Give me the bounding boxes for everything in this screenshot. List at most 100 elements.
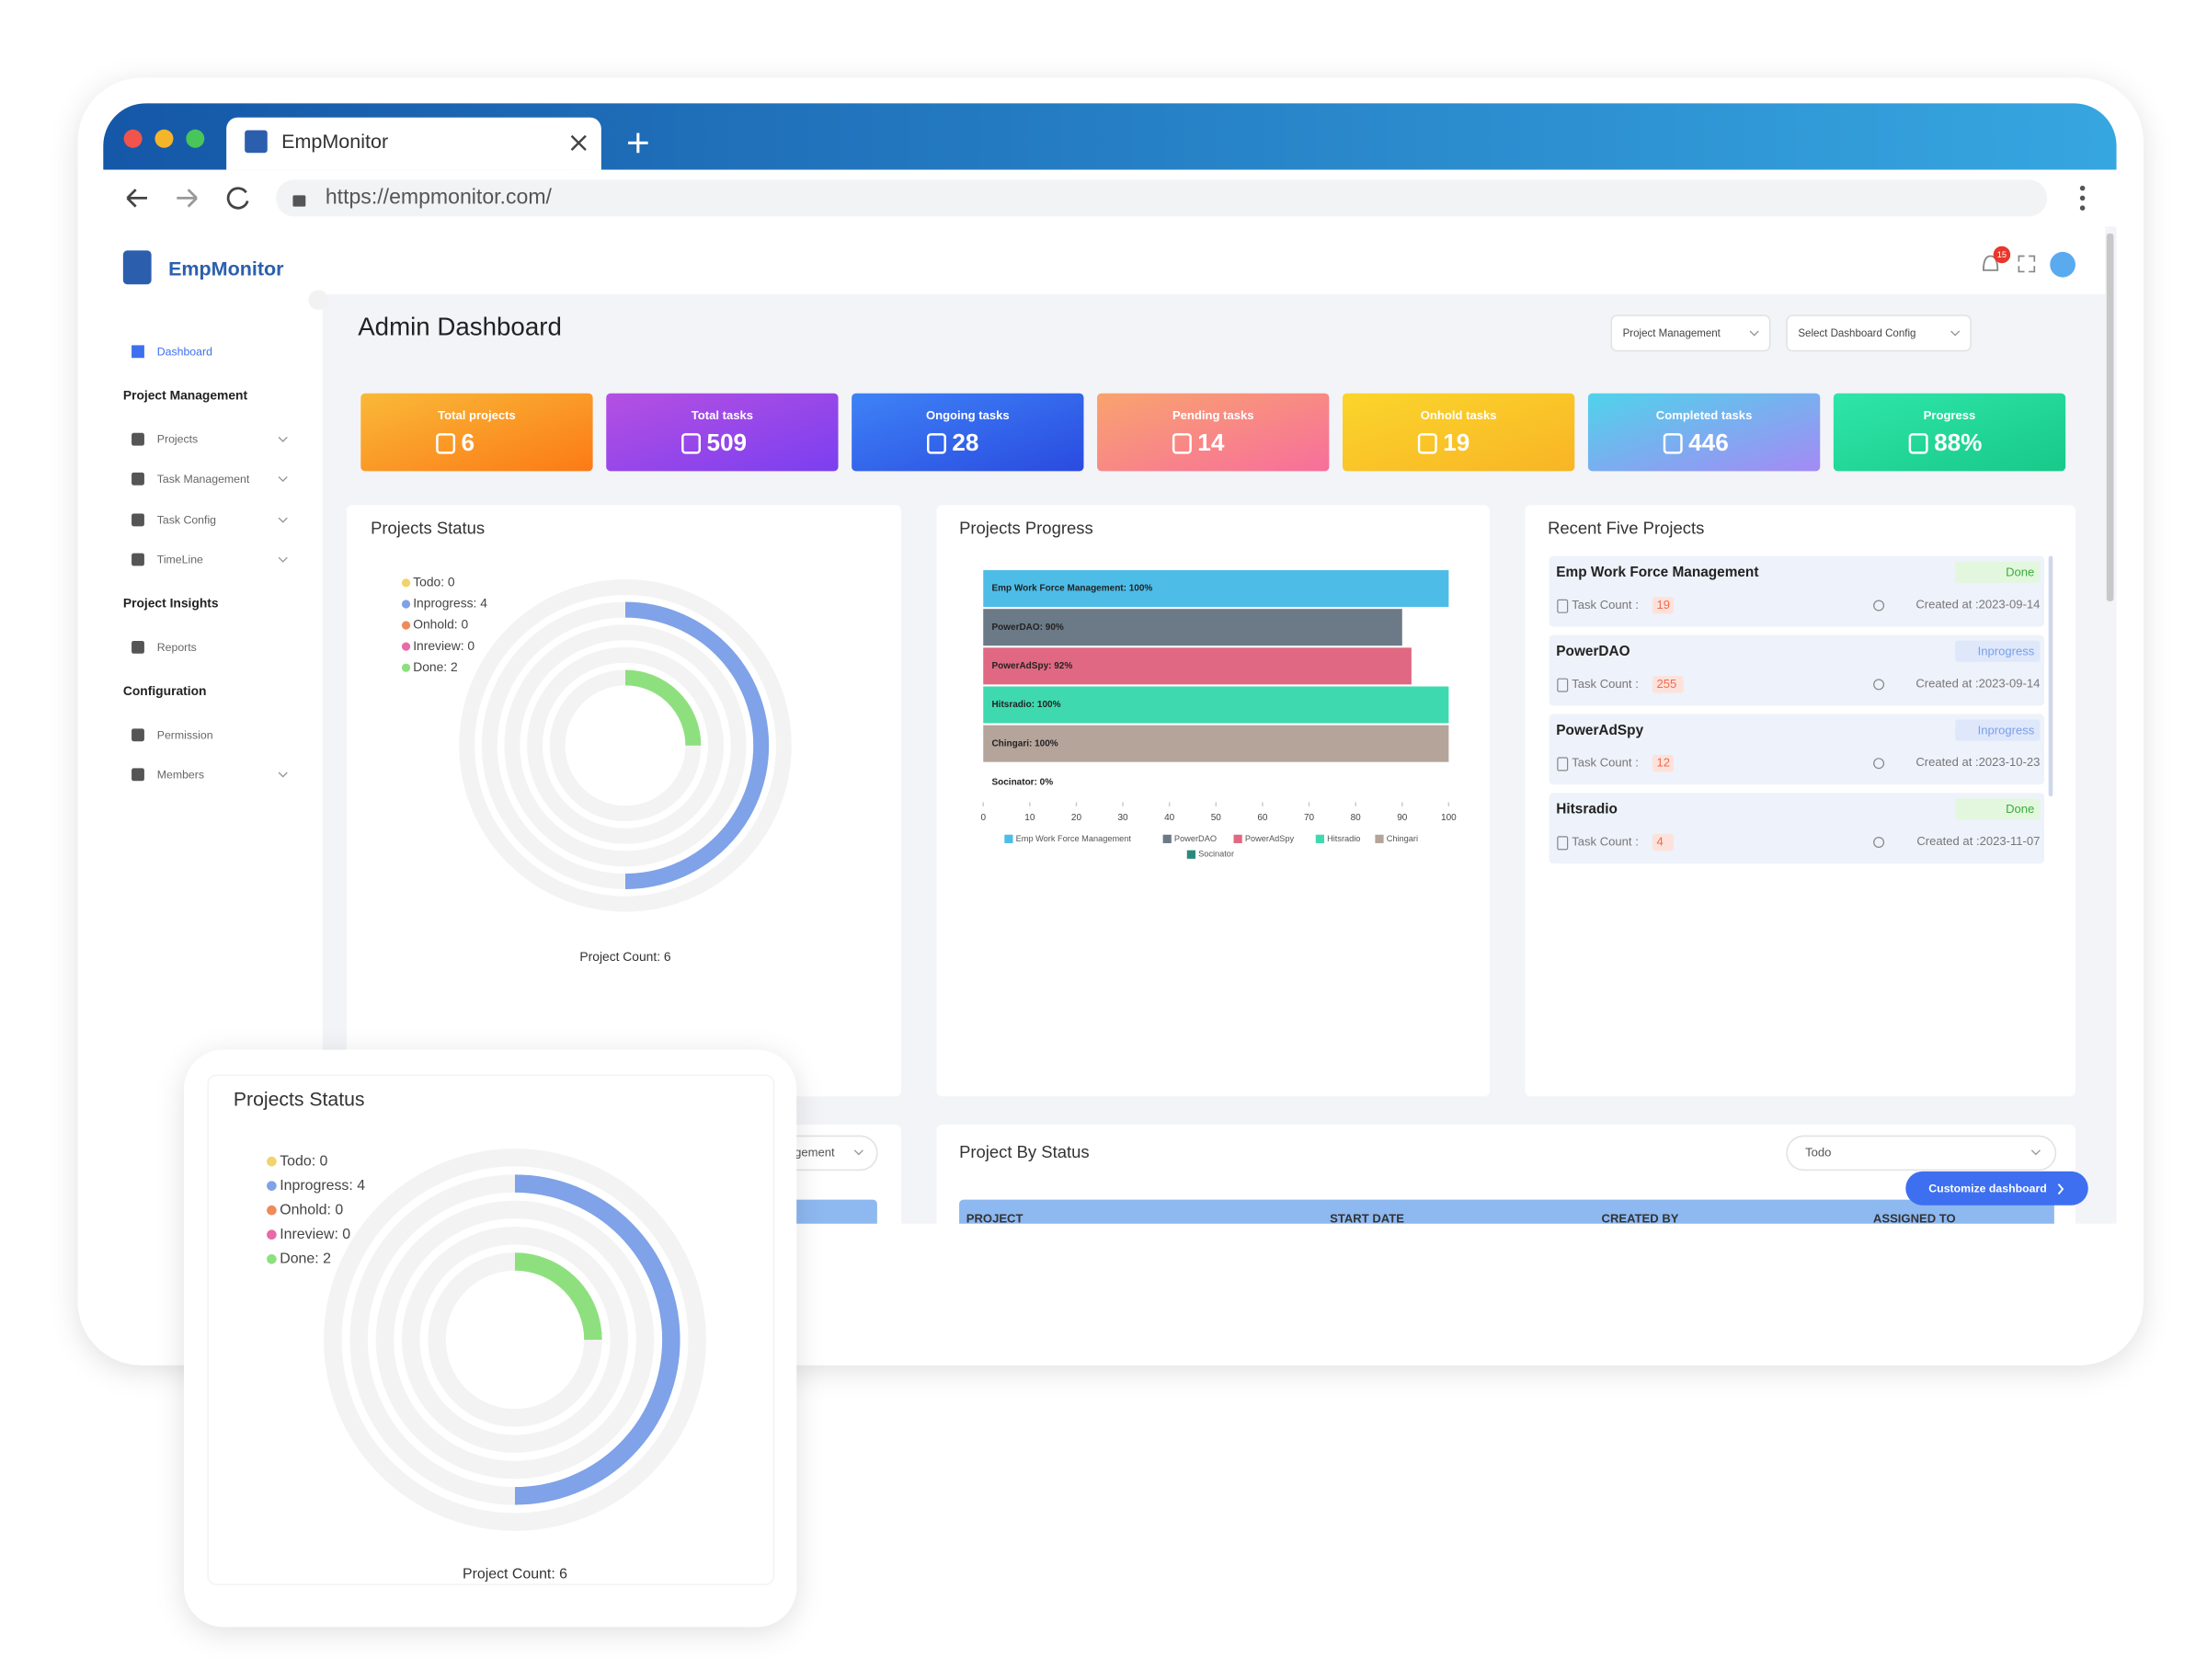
ring-track	[504, 624, 747, 867]
created-label: Created at :	[1915, 677, 1978, 691]
address-bar[interactable]	[276, 179, 2048, 217]
header-dropdown[interactable]	[1786, 314, 1972, 352]
x-tick-label: 20	[1071, 813, 1082, 823]
user-avatar[interactable]	[2050, 251, 2075, 278]
legend-label: Done: 2	[413, 659, 457, 674]
legend-swatch	[1004, 834, 1013, 843]
stat-value: 6	[462, 429, 475, 456]
status-pill	[1955, 561, 2041, 583]
chart-footer: Project Count: 6	[579, 949, 670, 964]
notification-bell[interactable]	[1982, 255, 1999, 271]
browser-top-bar	[103, 103, 2117, 170]
scrollbar[interactable]	[2106, 233, 2114, 601]
x-tick-label: 60	[1257, 813, 1268, 823]
nav-item[interactable]: Projects	[157, 433, 198, 446]
chevron	[278, 476, 288, 483]
window-minimize[interactable]	[154, 129, 174, 148]
legend-label: Socinator	[1198, 850, 1234, 859]
legend-label: Onhold: 0	[413, 617, 468, 632]
legend-label: PowerDAO	[1174, 834, 1217, 843]
status-text: Inprogress	[1978, 723, 2035, 737]
forward-button[interactable]	[177, 189, 198, 208]
nav-icon	[132, 432, 144, 446]
created-label: Created at :	[1916, 834, 1979, 848]
list-scrollbar	[2048, 555, 2053, 797]
nav-section-title: Project Management	[123, 387, 248, 402]
button-arrow	[2057, 1183, 2064, 1195]
created-date: 2023-10-23	[1979, 756, 2041, 770]
panel-title: Recent Five Projects	[1548, 518, 1704, 537]
nav-section-title: Configuration	[123, 683, 207, 698]
browser-menu[interactable]	[2079, 185, 2086, 211]
task-count: 19	[1657, 598, 1671, 611]
window-maximize[interactable]	[186, 129, 205, 148]
nav-dashboard[interactable]: Dashboard	[157, 345, 212, 358]
stat-label: Completed tasks	[1656, 408, 1753, 422]
chevron	[278, 556, 288, 563]
created-at: Created at :2023-09-14	[1915, 598, 2040, 611]
task-count: 4	[1657, 834, 1664, 848]
sidebar-toggle[interactable]	[308, 290, 328, 310]
back-button[interactable]	[126, 189, 147, 208]
legend-label: Hitsradio	[1327, 834, 1360, 843]
ring-track	[527, 646, 724, 844]
reload-button[interactable]	[226, 187, 249, 210]
created-at: Created at :2023-11-07	[1916, 834, 2040, 848]
panel-title: Projects Progress	[959, 518, 1093, 537]
nav-item[interactable]: Task Management	[157, 473, 250, 486]
task-icon	[1557, 678, 1569, 692]
created-at: Created at :2023-09-14	[1915, 677, 2040, 691]
legend-dot	[401, 642, 411, 651]
chevron	[278, 771, 288, 778]
panel-title: Projects Status	[371, 518, 485, 537]
status-text: Inprogress	[1978, 644, 2035, 657]
task-count: 12	[1657, 756, 1671, 770]
stat-card	[1587, 393, 1821, 472]
created-label: Created at :	[1915, 598, 1978, 611]
stat-label: Pending tasks	[1172, 408, 1254, 422]
x-tick-label: 10	[1024, 813, 1035, 823]
chevron	[278, 517, 288, 523]
nav-item[interactable]: TimeLine	[157, 554, 203, 566]
stat-card	[606, 393, 839, 472]
filter-dropdown[interactable]	[1786, 1135, 2057, 1171]
stat-icon	[1172, 433, 1192, 454]
dropdown-label: Select Dashboard Config	[1798, 328, 1915, 339]
nav-item[interactable]: Permission	[157, 728, 213, 741]
legend-label: Todo: 0	[413, 575, 455, 589]
stat-card	[1833, 393, 2066, 472]
legend-swatch	[1375, 834, 1384, 843]
project-name: Emp Work Force Management	[1556, 565, 1758, 580]
dashboard-icon	[132, 345, 144, 359]
tab-title: EmpMonitor	[281, 131, 388, 153]
ring-track	[402, 1227, 628, 1453]
nav-item[interactable]: Task Config	[157, 513, 216, 526]
legend-dot	[267, 1253, 277, 1264]
legend-dot	[267, 1205, 277, 1216]
new-tab[interactable]	[628, 132, 648, 154]
nav-item[interactable]: Reports	[157, 641, 197, 654]
stat-value: 88%	[1934, 429, 1982, 456]
nav-item[interactable]: Members	[157, 768, 204, 781]
panel-title: Project By Status	[959, 1142, 1090, 1161]
header-dropdown[interactable]	[1610, 314, 1771, 352]
x-tick-label: 40	[1164, 813, 1175, 823]
chevron	[853, 1149, 863, 1156]
column-header: CREATED BY	[1602, 1212, 1679, 1226]
browser-tab[interactable]	[226, 117, 601, 170]
customize-button[interactable]	[1905, 1171, 2088, 1206]
legend-label: Done: 2	[280, 1251, 331, 1266]
stat-card	[852, 393, 1084, 472]
legend-dot	[401, 663, 411, 672]
tab-close[interactable]	[570, 134, 587, 151]
window-close[interactable]	[123, 129, 143, 148]
x-tick-label: 70	[1304, 813, 1315, 823]
x-tick-label: 100	[1441, 813, 1457, 823]
clock-icon	[1873, 837, 1885, 849]
legend-dot	[401, 621, 411, 630]
stat-value: 19	[1443, 429, 1469, 456]
notification-badge	[1993, 246, 2011, 264]
fullscreen-icon[interactable]	[2018, 255, 2036, 273]
legend-label: Onhold: 0	[280, 1202, 343, 1217]
legend-dot	[267, 1229, 277, 1240]
